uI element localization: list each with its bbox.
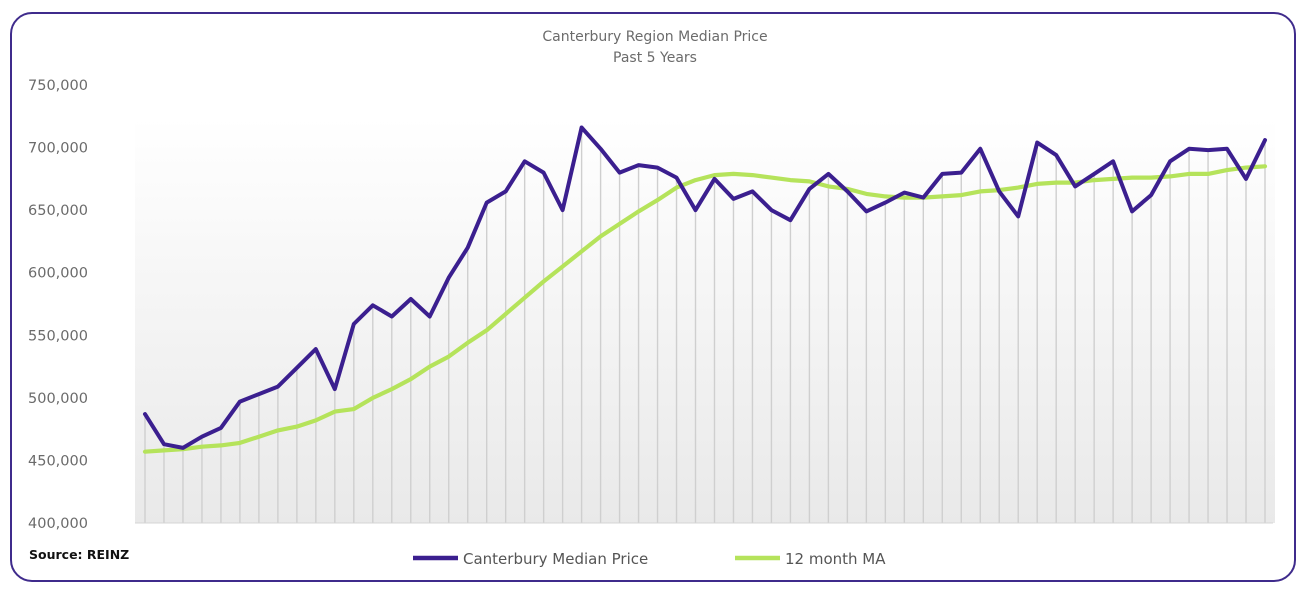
y-tick-label: 500,000 bbox=[28, 391, 88, 407]
series-layer bbox=[142, 125, 1268, 454]
chart-subtitle: Past 5 Years bbox=[613, 50, 697, 66]
plot-background bbox=[135, 117, 1275, 524]
series-line-canterbury-median-price bbox=[143, 125, 1267, 450]
legend-label-12-month-ma: 12 month MA bbox=[785, 550, 886, 568]
y-tick-label: 550,000 bbox=[28, 328, 88, 344]
drop-lines bbox=[144, 127, 1266, 523]
y-axis: 750,000 700,000 650,000 600,000 550,000 500,0… bbox=[28, 78, 1273, 532]
chart-title: Canterbury Region Median Price bbox=[542, 29, 767, 45]
y-tick-label: 450,000 bbox=[28, 453, 88, 469]
legend-label-canterbury-median-price: Canterbury Median Price bbox=[463, 550, 648, 568]
legend: Canterbury Median Price 12 month MA bbox=[413, 550, 886, 568]
y-tick-label: 600,000 bbox=[28, 266, 88, 282]
y-tick-label: 400,000 bbox=[28, 516, 88, 532]
plot-area bbox=[135, 117, 1275, 524]
y-tick-label: 750,000 bbox=[28, 78, 88, 94]
y-tick-label: 700,000 bbox=[28, 141, 88, 157]
source-label: Source: REINZ bbox=[29, 547, 129, 562]
y-tick-label: 650,000 bbox=[28, 203, 88, 219]
